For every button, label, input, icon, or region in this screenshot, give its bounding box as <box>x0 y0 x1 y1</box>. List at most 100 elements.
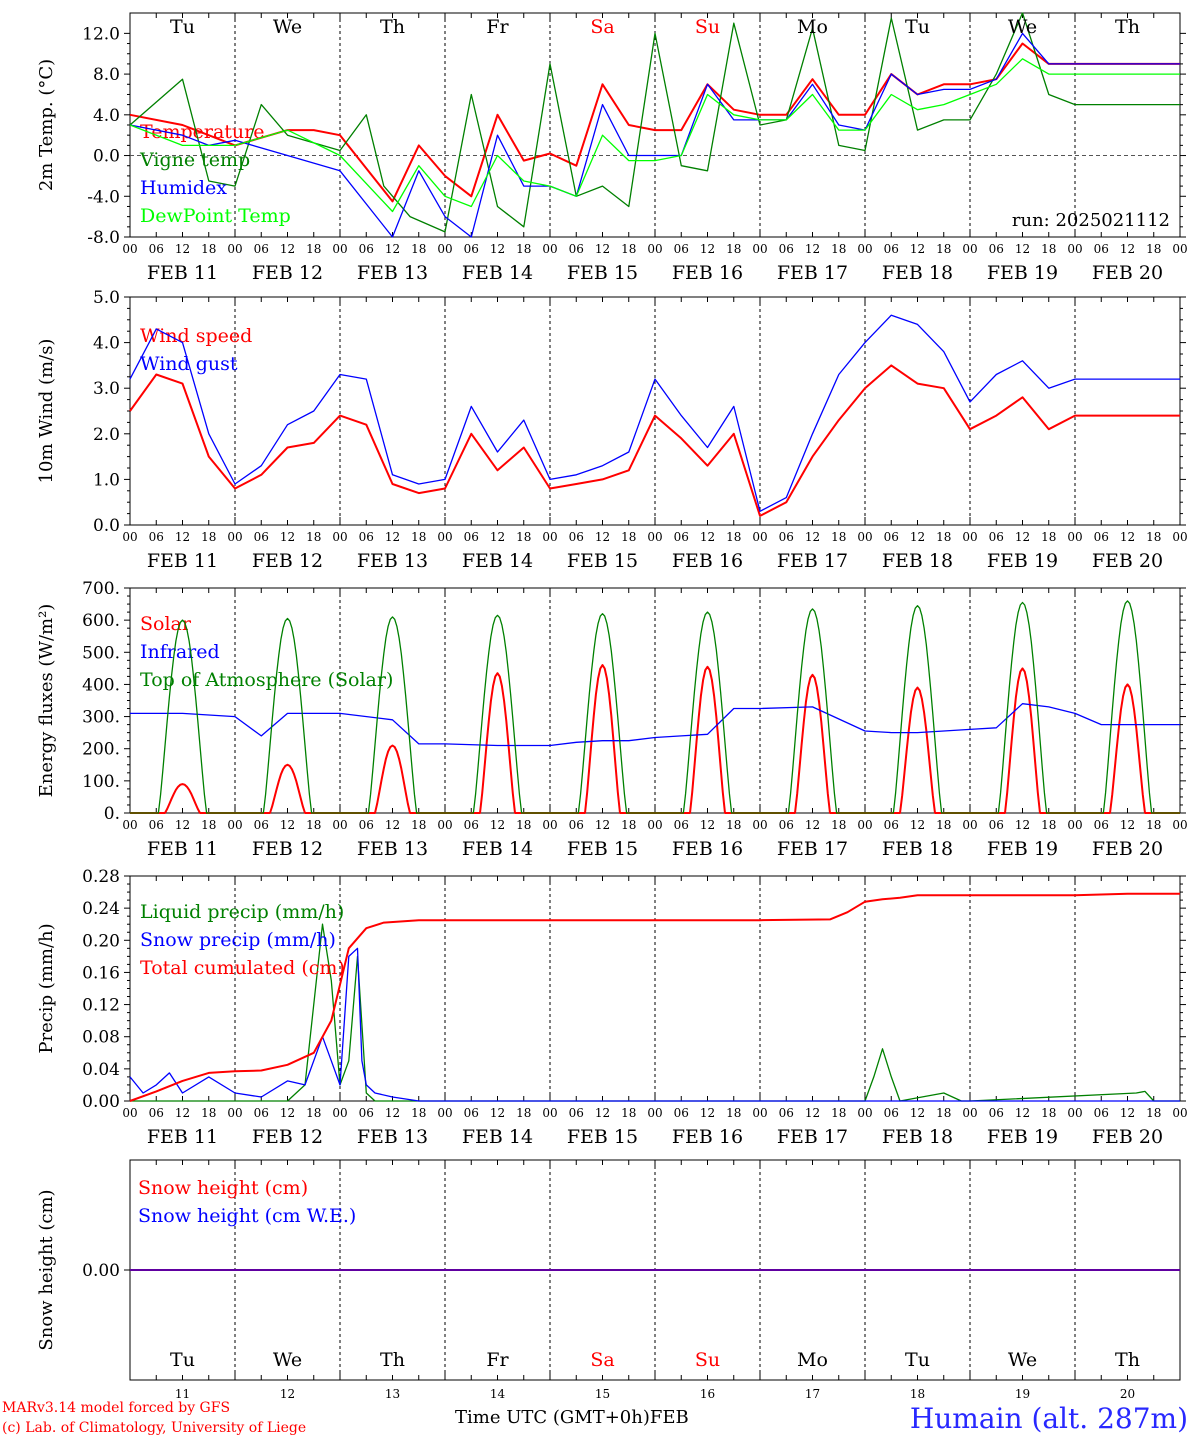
panel-2-hour-label: 18 <box>411 530 426 544</box>
day-number-label: 17 <box>805 1387 820 1401</box>
panel-1-date-label: FEB 12 <box>252 262 323 284</box>
panel-4-hour-label: 00 <box>122 1106 137 1120</box>
panel-1-hour-label: 06 <box>674 242 689 256</box>
panel-4-hour-label: 06 <box>464 1106 479 1120</box>
weekday-label-top: Th <box>380 16 405 38</box>
panel-3-date-label: FEB 17 <box>777 838 848 860</box>
panel-2-hour-label: 00 <box>1067 530 1082 544</box>
panel-1-hour-label: 06 <box>989 242 1004 256</box>
panel-1-ytick-label: -4.0 <box>87 187 120 207</box>
panel-3-ytick-label: 400. <box>82 675 120 695</box>
panel-1-hour-label: 12 <box>385 242 400 256</box>
panel-1-hour-label: 12 <box>1015 242 1030 256</box>
panel-4-ytick-label: 0.24 <box>82 899 120 919</box>
panel-4-hour-label: 12 <box>1120 1106 1135 1120</box>
panel-1-date-label: FEB 11 <box>147 262 218 284</box>
panel-3-hour-label: 18 <box>621 818 636 832</box>
panel-4-date-label: FEB 16 <box>672 1126 743 1148</box>
panel-3-hour-label: 18 <box>936 818 951 832</box>
panel-1-ytick-label: 8.0 <box>93 65 120 85</box>
weekday-label-bottom: Tu <box>170 1349 195 1371</box>
panel-4-hour-label: 18 <box>936 1106 951 1120</box>
panel-2-hour-label: 12 <box>1120 530 1135 544</box>
panel-2-hour-label: 18 <box>201 530 216 544</box>
panel-1-hour-label: 18 <box>936 242 951 256</box>
credit-model: MARv3.14 model forced by GFS <box>2 1400 231 1416</box>
panel-2-ytick-label: 5.0 <box>93 288 120 308</box>
panel-3-legend-1: Solar <box>140 613 192 635</box>
panel-2-hour-label: 12 <box>280 530 295 544</box>
panel-1-ytick-label: 0.0 <box>93 147 120 167</box>
panel-1-hour-label: 12 <box>175 242 190 256</box>
panel-1-hour-label: 00 <box>962 242 977 256</box>
weekday-label-bottom: Sa <box>590 1349 614 1371</box>
panel-2-ytick-label: 0.0 <box>93 516 120 536</box>
panel-2-hour-label: 00 <box>542 530 557 544</box>
panel-1-hour-label: 00 <box>857 242 872 256</box>
panel-4-series-liquid-precip-mm-h- <box>130 923 1180 1102</box>
panel-4-ytick-label: 0.28 <box>82 867 120 887</box>
panel-2-hour-label: 18 <box>936 530 951 544</box>
x-axis-month: FEB <box>649 1407 689 1428</box>
panel-4-legend-1: Liquid precip (mm/h) <box>140 901 344 923</box>
day-number-label: 19 <box>1015 1387 1030 1401</box>
day-number-label: 15 <box>595 1387 610 1401</box>
panel-1-hour-label: 00 <box>227 242 242 256</box>
panel-3-ytick-label: 700. <box>82 579 120 599</box>
panel-2-hour-label: 18 <box>1146 530 1161 544</box>
panel-4-ytick-label: 0.20 <box>82 931 120 951</box>
panel-3-date-label: FEB 16 <box>672 838 743 860</box>
panel-1-hour-label: 18 <box>516 242 531 256</box>
panel-2-hour-label: 12 <box>805 530 820 544</box>
panel-1-hour-label: 12 <box>490 242 505 256</box>
panel-4-series-total-cumulated-cm- <box>129 892 1180 1102</box>
panel-4-date-label: FEB 20 <box>1092 1126 1163 1148</box>
panel-3-hour-label: 00 <box>1067 818 1082 832</box>
panel-1-hour-label: 00 <box>122 242 137 256</box>
panel-3-hour-label: 12 <box>805 818 820 832</box>
panel-3-hour-label: 18 <box>726 818 741 832</box>
panel-2-hour-label: 00 <box>332 530 347 544</box>
panel-4-hour-label: 00 <box>542 1106 557 1120</box>
weekday-label-bottom: Th <box>1115 1349 1140 1371</box>
panel-3-hour-label: 00 <box>752 818 767 832</box>
panel-2-ytick-label: 2.0 <box>93 425 120 445</box>
panel-3-hour-label: 00 <box>227 818 242 832</box>
panel-1-hour-label: 18 <box>1146 242 1161 256</box>
panel-1-hour-label: 00 <box>752 242 767 256</box>
panel-2-hour-label: 00 <box>857 530 872 544</box>
panel-2-hour-label: 12 <box>1015 530 1030 544</box>
panel-1-hour-label: 18 <box>1041 242 1056 256</box>
panel-2-hour-label: 00 <box>227 530 242 544</box>
panel-4-hour-label: 06 <box>1094 1106 1109 1120</box>
panel-4-hour-label: 00 <box>962 1106 977 1120</box>
panel-1-hour-label: 06 <box>884 242 899 256</box>
panel-4-hour-label: 12 <box>280 1106 295 1120</box>
panel-1-legend-2: Vigne temp <box>139 149 250 171</box>
panel-2-date-label: FEB 19 <box>987 550 1058 572</box>
panel-5-legend-1: Snow height (cm) <box>138 1177 308 1199</box>
panel-4-hour-label: 18 <box>831 1106 846 1120</box>
x-axis-title-text: Time UTC (GMT+0h) <box>455 1407 650 1428</box>
panel-3-hour-label: 06 <box>779 818 794 832</box>
panel-4-hour-label: 12 <box>175 1106 190 1120</box>
panel-3-date-label: FEB 18 <box>882 838 953 860</box>
panel-4-hour-label: 12 <box>910 1106 925 1120</box>
panel-1-ylabel: 2m Temp. (°C) <box>36 59 57 191</box>
weekday-label-top: Sa <box>590 16 614 38</box>
panel-1-hour-label: 00 <box>647 242 662 256</box>
panel-1-hour-label: 00 <box>332 242 347 256</box>
panel-4-hour-label: 18 <box>621 1106 636 1120</box>
panel-4-ytick-label: 0.08 <box>82 1028 120 1048</box>
panel-1-hour-label: 18 <box>306 242 321 256</box>
panel-3-date-label: FEB 12 <box>252 838 323 860</box>
panel-2-hour-label: 00 <box>962 530 977 544</box>
panel-2-hour-label: 12 <box>595 530 610 544</box>
weekday-label-top: We <box>273 16 302 38</box>
panel-4-hour-label: 12 <box>1015 1106 1030 1120</box>
panel-3-frame <box>129 587 1181 814</box>
panel-1-hour-label: 12 <box>1120 242 1135 256</box>
panel-5-ylabel: Snow height (cm) <box>36 1189 57 1350</box>
panel-1-hour-label: 12 <box>700 242 715 256</box>
panel-3-hour-label: 18 <box>831 818 846 832</box>
